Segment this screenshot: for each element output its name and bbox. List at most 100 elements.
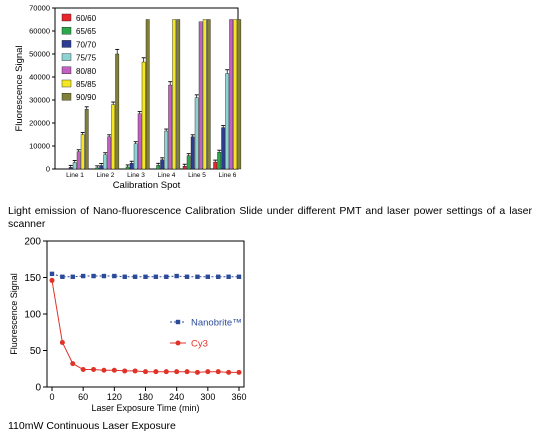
x-tick-label: Line 3 <box>127 172 145 179</box>
legend-label-70/70: 70/70 <box>76 40 97 49</box>
y-tick-label: 50 <box>30 346 42 357</box>
marker-Nanobrite™ <box>101 273 107 279</box>
legend-label-Nanobrite™: Nanobrite™ <box>191 318 242 329</box>
marker-Cy3 <box>236 369 242 375</box>
legend-label-65/65: 65/65 <box>76 27 97 36</box>
legend-label-80/80: 80/80 <box>76 67 97 76</box>
y-tick-label: 50000 <box>29 50 50 59</box>
marker-Nanobrite™ <box>216 274 221 279</box>
marker-Nanobrite™ <box>205 274 211 279</box>
bar-80/80 <box>76 151 81 170</box>
legend-swatch-60/60 <box>61 13 72 22</box>
bar-90/90 <box>206 19 211 170</box>
bar-chart: 0 10000 20000 30000 40000 50000 60000 70000 Line… <box>14 4 242 191</box>
marker-Cy3 <box>194 369 200 375</box>
line-chart: 0 50 100 150 200 0 60 120 180 240 300 360 Laser Expo… <box>9 237 247 414</box>
bar-70/70 <box>99 165 104 170</box>
bar-90/90 <box>84 108 89 170</box>
marker-Nanobrite™ <box>143 274 148 279</box>
y-tick-label: 100 <box>24 310 41 321</box>
marker-Nanobrite™ <box>195 274 200 279</box>
bar-85/85 <box>172 19 177 170</box>
bar-75/75 <box>225 73 230 170</box>
marker-Nanobrite™ <box>60 274 65 279</box>
caption-bottom: 110mW Continuous Laser Exposure <box>8 420 176 432</box>
bar-70/70 <box>190 136 195 170</box>
legend-swatch-65/65 <box>61 27 72 35</box>
x-tick-label: 0 <box>49 392 54 402</box>
bar-80/80 <box>198 21 203 170</box>
bar-80/80 <box>229 19 234 170</box>
marker-Cy3 <box>215 369 221 375</box>
bar-90/90 <box>176 19 181 170</box>
y-axis-label: Fluorescence Signal <box>14 45 25 131</box>
bar-65/65 <box>186 155 191 170</box>
bar-70/70 <box>221 127 226 170</box>
marker-Nanobrite™ <box>184 274 190 279</box>
marker-Cy3 <box>59 339 65 345</box>
bar-85/85 <box>80 134 85 170</box>
marker-Nanobrite™ <box>80 273 86 279</box>
marker-Nanobrite™ <box>226 274 231 279</box>
marker-Nanobrite™ <box>236 274 242 279</box>
x-axis-label: Calibration Spot <box>113 180 181 191</box>
bar-65/65 <box>156 165 161 170</box>
x-tick-label: 240 <box>169 392 184 402</box>
x-tick-label: Line 1 <box>66 172 84 179</box>
x-tick-label: 180 <box>138 392 153 402</box>
marker-Cy3 <box>143 369 148 375</box>
marker-Cy3 <box>184 369 190 375</box>
legend-swatch-70/70 <box>61 40 72 48</box>
bar-70/70 <box>129 163 134 170</box>
y-tick-label: 20000 <box>29 119 50 128</box>
marker-Cy3 <box>163 369 169 375</box>
x-tick-label: 120 <box>107 392 122 402</box>
y-tick-label: 200 <box>24 237 41 248</box>
marker-Nanobrite™ <box>164 274 169 279</box>
legend-label-85/85: 85/85 <box>76 80 97 89</box>
marker-Cy3 <box>122 368 128 374</box>
bar-85/85 <box>111 104 116 170</box>
legend-label-90/90: 90/90 <box>76 93 97 102</box>
y-axis-label: Fluorescence Signal <box>9 273 19 355</box>
y-tick-label: 0 <box>46 165 50 174</box>
bar-65/65 <box>125 166 130 170</box>
marker-Nanobrite™ <box>132 274 138 279</box>
y-tick-label: 70000 <box>29 4 50 13</box>
legend-label-75/75: 75/75 <box>76 54 97 63</box>
bar-90/90 <box>145 19 150 170</box>
legend-swatch-75/75 <box>61 53 72 61</box>
bar-85/85 <box>202 19 207 170</box>
bar-80/80 <box>168 84 173 170</box>
bar-80/80 <box>137 113 142 170</box>
marker-Nanobrite™ <box>174 273 179 279</box>
marker-Cy3 <box>111 367 117 373</box>
plot-frame <box>46 240 245 388</box>
legend-label-Cy3: Cy3 <box>191 339 208 350</box>
marker-Cy3 <box>226 369 232 375</box>
bar-85/85 <box>233 19 238 170</box>
y-tick-label: 0 <box>35 383 41 394</box>
legend-marker-Cy3 <box>175 340 181 346</box>
marker-Nanobrite™ <box>91 273 96 279</box>
marker-Nanobrite™ <box>122 274 127 279</box>
marker-Nanobrite™ <box>49 271 55 277</box>
marker-Nanobrite™ <box>70 274 75 279</box>
y-tick-label: 10000 <box>29 142 50 151</box>
x-tick-label: Line 2 <box>97 172 115 179</box>
marker-Cy3 <box>205 369 211 375</box>
legend-marker-Nanobrite™ <box>175 319 181 325</box>
marker-Cy3 <box>174 369 180 375</box>
x-axis-label: Laser Exposure Time (min) <box>91 403 199 413</box>
legend-swatch-85/85 <box>61 79 72 88</box>
y-tick-label: 30000 <box>29 96 50 105</box>
bar-75/75 <box>194 97 199 170</box>
bar-70/70 <box>68 167 73 170</box>
legend-swatch-80/80 <box>61 66 72 75</box>
x-tick-label: 60 <box>78 392 88 402</box>
marker-Nanobrite™ <box>153 274 159 279</box>
marker-Cy3 <box>91 366 97 372</box>
bar-65/65 <box>217 152 222 170</box>
bar-90/90 <box>237 19 242 170</box>
bar-85/85 <box>141 61 146 170</box>
